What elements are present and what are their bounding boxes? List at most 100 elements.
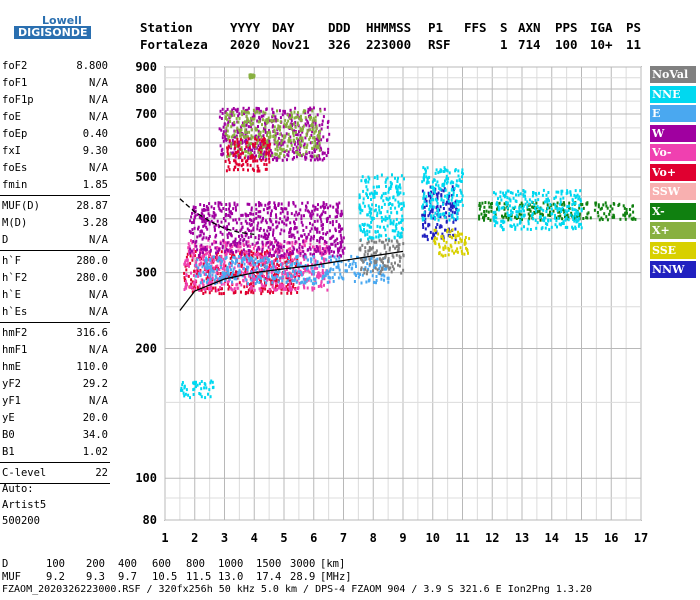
- echo-point: [520, 209, 523, 213]
- echo-point: [266, 207, 269, 211]
- echo-point: [185, 255, 188, 259]
- echo-point: [299, 133, 302, 137]
- echo-point: [366, 262, 369, 266]
- echo-point: [246, 283, 249, 287]
- muf-value: 11.5: [186, 571, 212, 583]
- echo-point: [577, 213, 580, 217]
- echo-point: [556, 201, 559, 205]
- echo-point: [555, 190, 558, 194]
- echo-point: [327, 147, 330, 151]
- echo-point: [188, 229, 191, 233]
- echo-point: [277, 286, 280, 290]
- echo-point: [445, 220, 448, 224]
- echo-point: [187, 242, 190, 246]
- echo-point: [386, 210, 389, 214]
- echo-point: [463, 241, 466, 245]
- echo-point: [200, 288, 203, 292]
- echo-point: [389, 219, 392, 223]
- echo-point: [329, 267, 332, 271]
- echo-point: [307, 110, 310, 114]
- echo-point: [214, 274, 217, 278]
- echo-point: [568, 201, 571, 205]
- echo-point: [218, 292, 221, 296]
- echo-point: [399, 191, 402, 195]
- echo-point: [256, 256, 259, 260]
- autoscale-label: Auto:: [2, 483, 34, 495]
- echo-point: [367, 267, 370, 271]
- echo-point: [214, 246, 217, 250]
- echo-point: [240, 283, 243, 287]
- echo-point: [229, 120, 232, 123]
- echo-point: [228, 202, 231, 206]
- echo-point: [456, 250, 459, 254]
- echo-point: [280, 264, 283, 268]
- echo-point: [372, 185, 375, 189]
- echo-point: [193, 251, 195, 255]
- echo-point: [374, 208, 377, 212]
- echo-point: [292, 122, 295, 126]
- echo-point: [309, 135, 312, 139]
- echo-point: [226, 266, 229, 269]
- echo-point: [254, 159, 257, 163]
- echo-point: [262, 139, 265, 143]
- echo-point: [386, 242, 389, 246]
- echo-point: [243, 285, 246, 289]
- echo-point: [258, 169, 261, 173]
- echo-point: [311, 269, 314, 273]
- echo-point: [356, 255, 358, 259]
- echo-point: [368, 225, 371, 229]
- echo-point: [322, 115, 325, 119]
- echo-point: [282, 245, 285, 249]
- echo-point: [214, 289, 217, 293]
- echo-point: [301, 246, 304, 250]
- echo-point: [619, 217, 622, 221]
- echo-point: [380, 216, 383, 219]
- echo-point: [264, 234, 266, 238]
- echo-point: [290, 278, 293, 282]
- echo-point: [277, 202, 280, 206]
- echo-point: [265, 150, 268, 154]
- echo-point: [328, 214, 331, 218]
- echo-point: [423, 205, 426, 209]
- echo-point: [575, 220, 578, 224]
- echo-point: [289, 260, 292, 264]
- echo-point: [304, 109, 307, 113]
- echo-point: [277, 142, 280, 146]
- echo-point: [534, 198, 537, 202]
- echo-point: [228, 204, 231, 208]
- echo-point: [206, 217, 209, 220]
- echo-point: [394, 198, 397, 202]
- echo-point: [253, 114, 256, 118]
- param-value: N/A: [89, 94, 108, 106]
- echo-point: [288, 271, 291, 275]
- echo-point: [291, 123, 294, 126]
- echo-point: [262, 216, 264, 220]
- echo-point: [550, 207, 553, 211]
- echo-point: [374, 230, 377, 234]
- echo-point: [282, 285, 285, 289]
- echo-point: [200, 250, 203, 254]
- echo-point: [281, 279, 284, 283]
- echo-point: [378, 257, 381, 261]
- echo-point: [276, 262, 279, 266]
- echo-point: [251, 149, 253, 152]
- echo-point: [631, 204, 634, 208]
- echo-point: [234, 154, 237, 158]
- echo-point: [581, 203, 584, 206]
- echo-point: [425, 199, 428, 203]
- echo-point: [245, 240, 248, 244]
- echo-point: [249, 273, 252, 277]
- echo-point: [397, 204, 400, 208]
- echo-point: [342, 236, 345, 240]
- echo-point: [428, 207, 431, 211]
- echo-point: [295, 272, 298, 276]
- echo-point: [197, 227, 199, 231]
- echo-point: [528, 202, 531, 206]
- header-value: 10+: [590, 37, 613, 52]
- echo-point: [250, 254, 253, 258]
- echo-point: [222, 207, 225, 210]
- echo-point: [263, 268, 265, 272]
- echo-point: [375, 275, 378, 278]
- echo-point: [430, 214, 432, 218]
- echo-point: [279, 259, 282, 262]
